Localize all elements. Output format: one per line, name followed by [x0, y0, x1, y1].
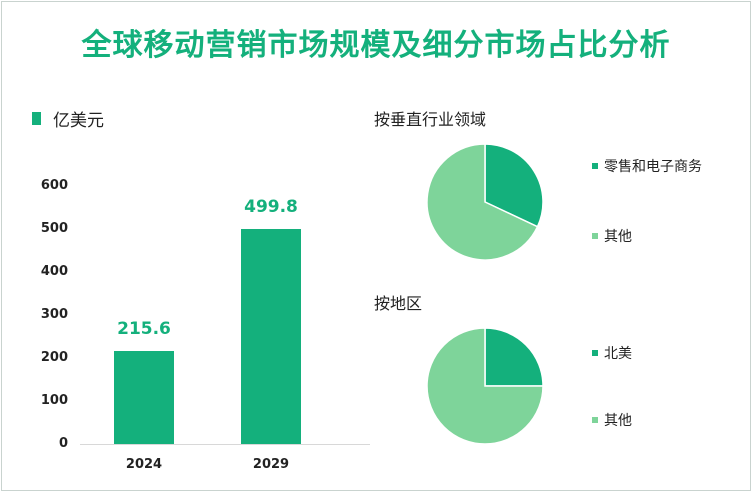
- bar-legend-label: 亿美元: [53, 111, 104, 131]
- chart-title: 全球移动营销市场规模及细分市场占比分析: [81, 28, 671, 63]
- pie-title-region: 按地区: [374, 294, 423, 313]
- y-tick-label: 300: [40, 307, 68, 322]
- pie1-legend-swatch-1: [592, 233, 598, 239]
- pie1-legend-0: 零售和电子商务: [592, 156, 702, 176]
- x-tick-label: 2029: [252, 457, 290, 472]
- pie1-slice-0: [484, 143, 544, 228]
- pie2-legend-swatch-0: [592, 350, 598, 356]
- pie2-legend-label-1: 其他: [604, 413, 632, 429]
- y-tick-label: 200: [40, 350, 68, 365]
- bar-legend: 亿美元: [32, 106, 104, 131]
- pie2-slice-0: [484, 327, 544, 387]
- pie-title-industry: 按垂直行业领域: [374, 110, 487, 129]
- pie1-legend-swatch-0: [592, 163, 598, 169]
- pie1-legend-label-0: 零售和电子商务: [604, 159, 702, 175]
- y-tick-label: 0: [58, 436, 68, 451]
- pie2-legend-label-0: 北美: [604, 346, 632, 362]
- bar-2029: [241, 229, 301, 444]
- pie2-legend-1: 其他: [592, 410, 632, 430]
- x-axis-line: [80, 444, 370, 445]
- bar-2024: [114, 351, 174, 444]
- pie-chart-industry: [426, 143, 544, 261]
- pie1-slice-1: [426, 143, 539, 261]
- bar-value-label: 215.6: [117, 319, 171, 340]
- y-tick-label: 500: [40, 221, 68, 236]
- y-tick-label: 100: [40, 393, 68, 408]
- bar-value-label: 499.8: [244, 197, 298, 218]
- y-tick-label: 400: [40, 264, 68, 279]
- pie1-legend-label-1: 其他: [604, 229, 632, 245]
- x-tick-label: 2024: [125, 457, 163, 472]
- pie-chart-region: [426, 327, 544, 445]
- pie2-legend-swatch-1: [592, 417, 598, 423]
- pie2-slice-1: [426, 327, 544, 445]
- y-tick-label: 600: [40, 178, 68, 193]
- pie2-legend-0: 北美: [592, 343, 632, 363]
- bar-legend-swatch: [32, 112, 41, 125]
- pie1-legend-1: 其他: [592, 226, 632, 246]
